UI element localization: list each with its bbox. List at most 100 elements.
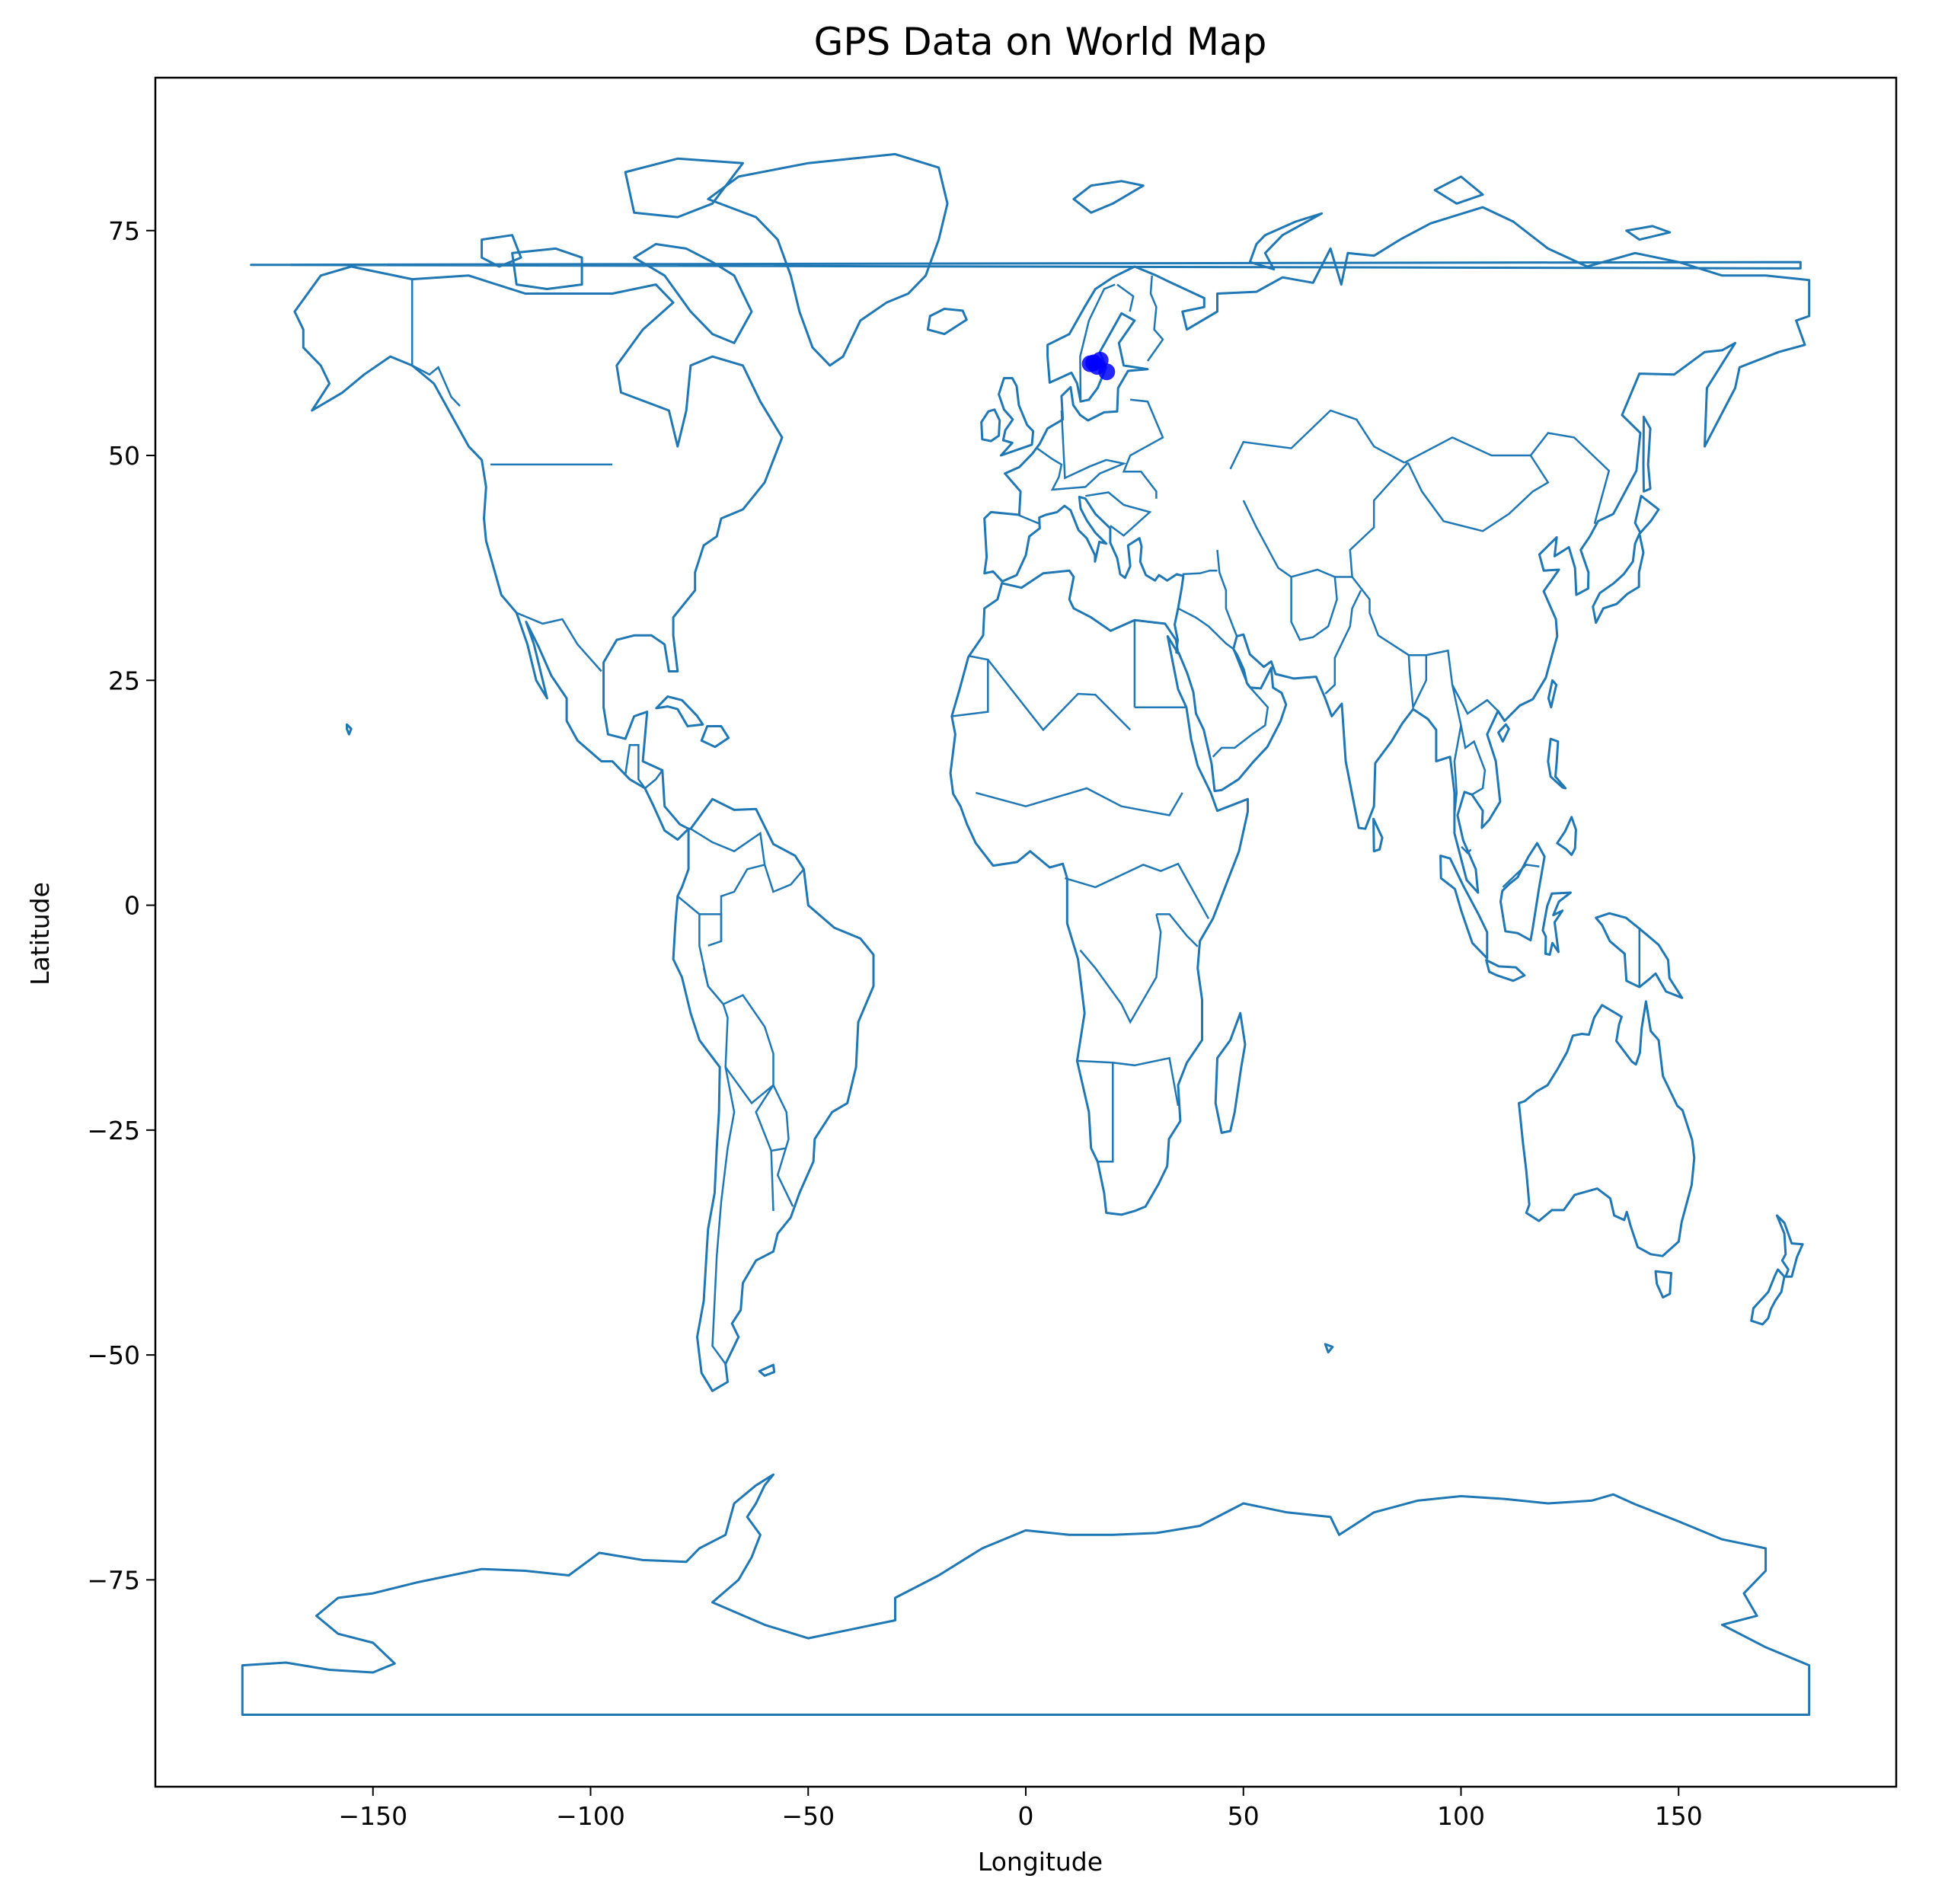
outline-madagascar [1214, 1011, 1247, 1134]
border-venezuela-brazil [720, 864, 765, 941]
border-us-mexico [516, 612, 602, 672]
outline-iceland [926, 308, 968, 336]
outline-banks-island [481, 234, 522, 268]
border-syria-turkey [1182, 569, 1218, 576]
border-scandinavia [1079, 283, 1116, 400]
outline-cuba [655, 695, 704, 727]
outline-greenland [707, 152, 949, 367]
y-tick-label: 25 [108, 666, 140, 695]
x-tick-label: −100 [556, 1801, 625, 1831]
outline-svalbard [1072, 180, 1145, 214]
border-balkans [1085, 491, 1152, 537]
outline-taiwan [1547, 679, 1558, 709]
outline-north-america [293, 265, 784, 841]
border-india-east [1407, 655, 1428, 711]
border-pyrenees [1017, 513, 1040, 525]
chart-title: GPS Data on World Map [814, 20, 1267, 64]
border-mongolia-china [1407, 455, 1550, 532]
border-central-america [624, 744, 663, 790]
outline-borneo [1499, 842, 1546, 942]
gps-point-5 [1098, 363, 1116, 381]
x-tick-label: −150 [338, 1801, 407, 1831]
border-east-africa [1156, 913, 1199, 947]
border-arabia [1177, 607, 1269, 758]
gps-point-layer [1081, 351, 1116, 381]
y-tick-label: 75 [108, 216, 140, 246]
border-india-pakistan [1324, 589, 1362, 695]
outline-antarctica [241, 1473, 1811, 1716]
outline-falklands [758, 1363, 776, 1377]
border-china-west [1349, 462, 1499, 715]
outline-ireland [980, 408, 1001, 442]
y-tick-label: −50 [87, 1340, 140, 1370]
outline-nz-south [1750, 1268, 1786, 1326]
outline-victoria-island [511, 247, 583, 290]
border-finland-russia [1146, 275, 1164, 362]
border-iran-iraq [1216, 549, 1238, 637]
outline-new-guinea [1595, 912, 1684, 999]
border-brazil-west [702, 967, 794, 1207]
outline-tasmania [1654, 1270, 1672, 1299]
outline-ellesmere-island [624, 157, 744, 219]
outline-sakhalin [1642, 415, 1652, 493]
border-algeria-mali [987, 659, 1132, 732]
outline-baffin-island [633, 243, 753, 344]
border-afghanistan-pakistan [1290, 577, 1338, 641]
border-russia-mongolia-china [1404, 432, 1611, 525]
outline-africa [949, 569, 1249, 1216]
border-central-africa [1065, 862, 1210, 919]
outline-australia [1518, 1000, 1696, 1257]
border-finland-sweden [1116, 283, 1135, 312]
outline-sumatra [1439, 855, 1489, 960]
outline-wrangel [250, 260, 1802, 270]
border-europe-east [1122, 398, 1164, 499]
land-outline-layer [241, 152, 1811, 1716]
y-tick-label: −75 [87, 1565, 140, 1595]
outline-hawaii [346, 723, 353, 736]
x-tick-label: 100 [1437, 1801, 1485, 1831]
outline-japan [1592, 532, 1645, 625]
outline-south-america [672, 797, 875, 1392]
outline-sri-lanka [1372, 817, 1384, 853]
border-argentina-uruguay [770, 1150, 774, 1212]
border-russia-kazakhstan [1229, 409, 1405, 470]
outline-hispaniola [700, 725, 730, 749]
x-tick-label: 50 [1228, 1801, 1260, 1831]
x-axis-label: Longitude [978, 1847, 1103, 1877]
outline-new-siberian-islands [1625, 225, 1672, 241]
border-europe-central [1036, 410, 1127, 491]
x-tick-label: 150 [1655, 1801, 1703, 1831]
y-tick-label: 50 [108, 441, 140, 471]
border-bolivia-paraguay [724, 1066, 787, 1152]
outline-severnaya-zemlya [1433, 175, 1484, 205]
border-congo-line [1079, 914, 1162, 1024]
border-canada-alaska-panhandle [411, 364, 461, 407]
outline-java [1485, 959, 1526, 982]
y-tick-label: −25 [87, 1116, 140, 1145]
outline-eurasia [983, 206, 1811, 894]
y-axis-label: Latitude [25, 882, 55, 986]
y-tick-label: 0 [124, 891, 140, 921]
outline-hainan [1497, 723, 1510, 743]
y-axis-ticks: 75 50 25 0 −25 −50 −75 [87, 216, 155, 1595]
country-border-layer [410, 275, 1641, 1365]
border-south-america-north [690, 828, 805, 893]
border-sahara-west [951, 655, 989, 717]
border-south-america-west [677, 895, 736, 1365]
outline-hokkaido [1633, 494, 1660, 535]
border-peninsular-malaysia [1461, 845, 1472, 855]
border-namibia-botswana [1097, 1062, 1114, 1163]
border-borneo-border [1502, 864, 1540, 888]
border-sudan-line [975, 787, 1183, 816]
outline-luzon [1547, 737, 1567, 790]
outline-great-britain [998, 377, 1035, 457]
outline-mindanao [1556, 816, 1577, 856]
border-southern-africa [1077, 1056, 1180, 1107]
border-thai-myanmar [1453, 725, 1462, 816]
outline-kerguelen [1324, 1343, 1334, 1354]
outline-nz-north [1775, 1214, 1804, 1278]
x-axis-ticks: −150 −100 −50 0 50 100 150 [338, 1787, 1703, 1831]
x-tick-label: −50 [781, 1801, 835, 1831]
